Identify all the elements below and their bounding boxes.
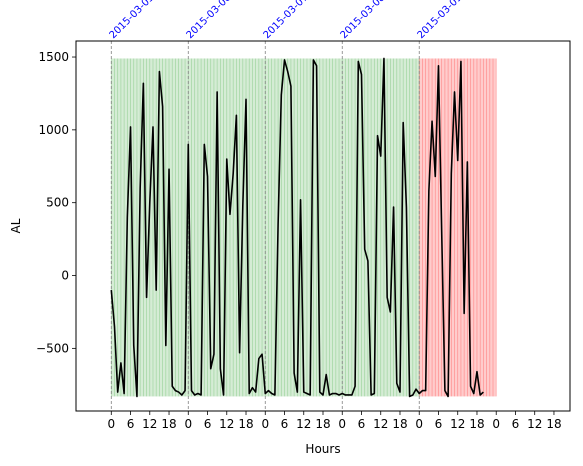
series-line — [110, 57, 484, 398]
x-tick-label: 12 — [296, 417, 311, 431]
date-label: 2015-03-05 — [108, 0, 157, 41]
date-label: 2015-03-08 — [339, 0, 388, 41]
date-label: 2015-03-06 — [185, 0, 234, 41]
y-tick-label: 1500 — [38, 50, 69, 64]
x-tick-label: 12 — [527, 417, 542, 431]
x-tick-label: 0 — [492, 417, 500, 431]
y-tick-label: 1000 — [38, 123, 69, 137]
x-tick-label: 6 — [512, 417, 520, 431]
x-tick-label: 18 — [469, 417, 484, 431]
day-boundaries — [110, 41, 420, 411]
x-tick-label: 18 — [238, 417, 253, 431]
x-tick-label: 6 — [435, 417, 443, 431]
y-tick-label: 0 — [61, 269, 69, 283]
x-tick-label: 12 — [142, 417, 157, 431]
date-label: 2015-03-09 — [416, 0, 465, 41]
y-axis-ticks: −500 0 500 1000 1500 — [36, 50, 76, 355]
date-label: 2015-03-07 — [262, 0, 311, 41]
x-tick-label: 18 — [392, 417, 407, 431]
date-labels: 2015-03-05 2015-03-06 2015-03-07 2015-03-08… — [108, 0, 465, 41]
x-tick-label: 12 — [450, 417, 465, 431]
y-tick-label: 500 — [46, 196, 69, 210]
x-tick-label: 6 — [204, 417, 212, 431]
x-tick-label: 12 — [373, 417, 388, 431]
x-tick-label: 0 — [415, 417, 423, 431]
x-tick-label: 0 — [261, 417, 269, 431]
x-tick-label: 6 — [358, 417, 366, 431]
x-tick-label: 12 — [219, 417, 234, 431]
x-tick-label: 18 — [161, 417, 176, 431]
x-tick-label: 0 — [184, 417, 192, 431]
x-tick-label: 0 — [338, 417, 346, 431]
x-tick-label: 6 — [127, 417, 135, 431]
x-tick-label: 6 — [281, 417, 289, 431]
x-axis-label: Hours — [305, 442, 340, 456]
x-tick-label: 18 — [315, 417, 330, 431]
x-tick-label: 18 — [546, 417, 561, 431]
x-axis-ticks: 0 6 12 18 0 6 12 18 0 6 12 18 0 6 12 18 0 6 12 18 0 6 12 18 — [107, 411, 562, 431]
x-tick-label: 0 — [107, 417, 115, 431]
y-tick-label: −500 — [36, 341, 69, 355]
shaded-region — [419, 58, 497, 397]
series-layer — [110, 57, 484, 398]
y-axis-label: AL — [9, 218, 23, 233]
